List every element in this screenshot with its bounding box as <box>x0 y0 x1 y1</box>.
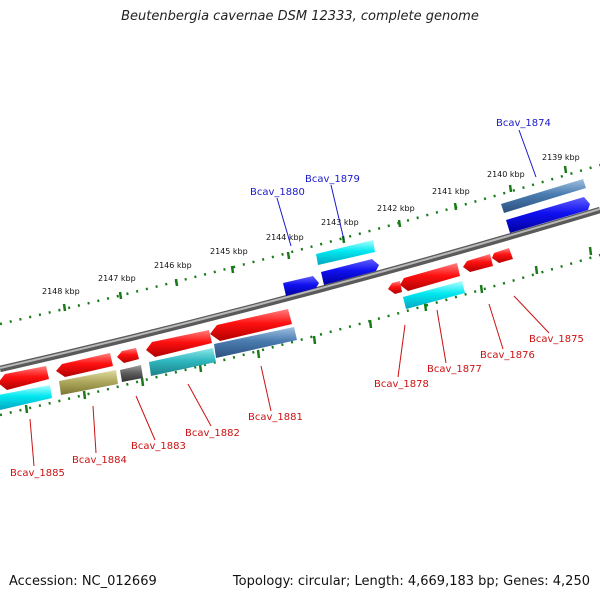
gene-bcav-1877-feature[interactable] <box>403 281 465 309</box>
gene-reverse-red[interactable] <box>0 366 49 390</box>
gene-bcav-1881-feature[interactable] <box>214 327 297 358</box>
outer-major-ticks <box>62 165 568 312</box>
gene-label[interactable]: Bcav_1883 <box>131 441 186 452</box>
scale-label: 2140 kbp <box>487 170 525 179</box>
gene-reverse-red[interactable] <box>400 263 460 291</box>
gene-label[interactable]: Bcav_1878 <box>374 379 429 390</box>
gene-label[interactable]: Bcav_1882 <box>185 428 240 439</box>
gene-label[interactable]: Bcav_1874 <box>496 118 551 129</box>
scale-label: 2144 kbp <box>266 233 304 242</box>
gene-reverse-red[interactable] <box>463 254 493 272</box>
gene-bcav-1883-feature[interactable] <box>120 365 143 382</box>
inner-scale-ring <box>0 253 600 417</box>
gene-reverse-red[interactable] <box>388 281 402 294</box>
gene-bcav-1884-feature[interactable] <box>59 370 118 395</box>
gene-label[interactable]: Bcav_1884 <box>72 455 127 466</box>
scale-label: 2146 kbp <box>154 261 192 270</box>
scale-label: 2141 kbp <box>432 187 470 196</box>
gene-forward-blue[interactable] <box>506 197 590 233</box>
genome-backbone-highlight <box>0 208 600 369</box>
gene-bcav-1874-feature[interactable] <box>501 179 586 213</box>
top-leader-lines <box>276 129 537 247</box>
scale-label: 2139 kbp <box>542 153 580 162</box>
gene-reverse-red[interactable] <box>146 330 212 357</box>
gene-forward-blue[interactable] <box>321 259 379 285</box>
gene-label[interactable]: Bcav_1875 <box>529 334 584 345</box>
gene-label[interactable]: Bcav_1880 <box>250 187 305 198</box>
gene-bcav-1879-feature[interactable] <box>316 240 375 265</box>
gene-label[interactable]: Bcav_1877 <box>427 364 482 375</box>
gene-label[interactable]: Bcav_1885 <box>10 468 65 479</box>
scale-label: 2142 kbp <box>377 204 415 213</box>
gene-reverse-red[interactable] <box>492 248 513 263</box>
genome-title: Beutenbergia cavernae DSM 12333, complet… <box>121 9 479 24</box>
scale-label: 2148 kbp <box>42 287 80 296</box>
gene-label[interactable]: Bcav_1876 <box>480 350 535 361</box>
gene-reverse-red[interactable] <box>56 353 113 377</box>
gene-bcav-1880-feature[interactable] <box>283 276 319 296</box>
inner-major-ticks <box>24 246 593 414</box>
scale-label: 2147 kbp <box>98 274 136 283</box>
gene-label[interactable]: Bcav_1879 <box>305 174 360 185</box>
accession-text: Accession: NC_012669 <box>9 574 157 589</box>
gene-reverse-red[interactable] <box>210 309 292 341</box>
gene-label[interactable]: Bcav_1881 <box>248 412 303 423</box>
gene-bcav-1882-feature[interactable] <box>149 348 216 376</box>
gene-reverse-red[interactable] <box>117 348 139 363</box>
genome-summary-text: Topology: circular; Length: 4,669,183 bp… <box>232 574 590 589</box>
scale-label: 2145 kbp <box>210 247 248 256</box>
gene-bcav-1885-feature[interactable] <box>0 385 52 410</box>
bottom-leader-lines <box>29 295 550 467</box>
